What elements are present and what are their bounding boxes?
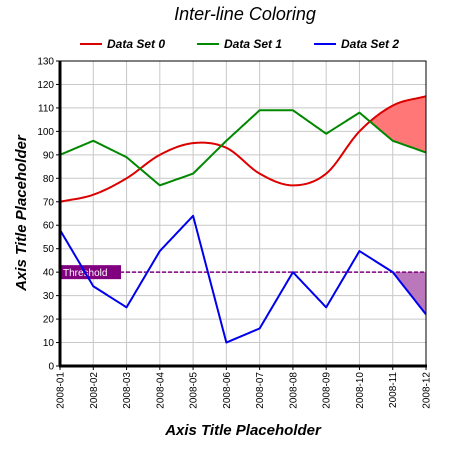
plot-area bbox=[60, 61, 426, 366]
x-axis-ticks: 2008-01 2008-02 2008-03 2008-04 2008-05 2008-… bbox=[56, 366, 433, 409]
fill-1-region-1 bbox=[369, 96, 426, 153]
y-tick-label: 30 bbox=[43, 291, 55, 302]
y-tick-label: 90 bbox=[43, 150, 55, 161]
x-tick-label: 2008-08 bbox=[288, 372, 299, 409]
x-tick-label: 2008-10 bbox=[355, 372, 366, 409]
y-tick-label: 100 bbox=[37, 127, 54, 138]
y-tick-label: 0 bbox=[48, 362, 54, 373]
series-line-0 bbox=[60, 95, 426, 203]
y-tick-label: 40 bbox=[43, 268, 55, 279]
axes bbox=[58, 60, 427, 368]
y-tick-label: 120 bbox=[37, 80, 54, 91]
threshold-label-background bbox=[60, 265, 121, 280]
legend: Data Set 0 Data Set 1 Data Set 2 bbox=[80, 37, 399, 51]
y-tick-label: 50 bbox=[43, 244, 55, 255]
y-axis-ticks: 0 10 20 30 40 50 60 70 80 90 100 110 120 130 bbox=[37, 57, 60, 373]
x-tick-label: 2008-02 bbox=[89, 372, 100, 409]
y-tick-label: 110 bbox=[38, 103, 54, 114]
legend-label: Data Set 1 bbox=[224, 37, 282, 51]
legend-label: Data Set 2 bbox=[341, 37, 399, 51]
y-axis-title: Axis Title Placeholder bbox=[13, 134, 30, 292]
legend-label: Data Set 0 bbox=[107, 37, 165, 51]
y-tick-label: 70 bbox=[43, 197, 55, 208]
series-line-1 bbox=[60, 109, 426, 187]
series-lines bbox=[60, 95, 426, 344]
x-axis-title: Axis Title Placeholder bbox=[164, 422, 322, 439]
series-line-2 bbox=[60, 214, 426, 344]
x-tick-label: 2008-04 bbox=[155, 372, 166, 409]
chart-title: Inter-line Coloring bbox=[174, 4, 316, 24]
y-tick-label: 80 bbox=[43, 174, 55, 185]
y-tick-label: 10 bbox=[43, 338, 55, 349]
x-tick-label: 2008-12 bbox=[422, 372, 433, 409]
y-tick-label: 60 bbox=[43, 221, 55, 232]
x-tick-label: 2008-11 bbox=[388, 372, 399, 408]
x-tick-label: 2008-05 bbox=[189, 372, 200, 409]
legend-item-2: Data Set 2 bbox=[314, 37, 399, 51]
y-tick-label: 20 bbox=[43, 315, 55, 326]
x-tick-label: 2008-06 bbox=[222, 372, 233, 409]
x-tick-label: 2008-03 bbox=[122, 372, 133, 409]
x-tick-label: 2008-09 bbox=[322, 372, 333, 409]
legend-item-1: Data Set 1 bbox=[197, 37, 282, 51]
x-tick-label: 2008-07 bbox=[255, 372, 266, 409]
y-tick-label: 130 bbox=[37, 57, 54, 68]
legend-item-0: Data Set 0 bbox=[80, 37, 165, 51]
x-tick-label: 2008-01 bbox=[56, 372, 67, 409]
